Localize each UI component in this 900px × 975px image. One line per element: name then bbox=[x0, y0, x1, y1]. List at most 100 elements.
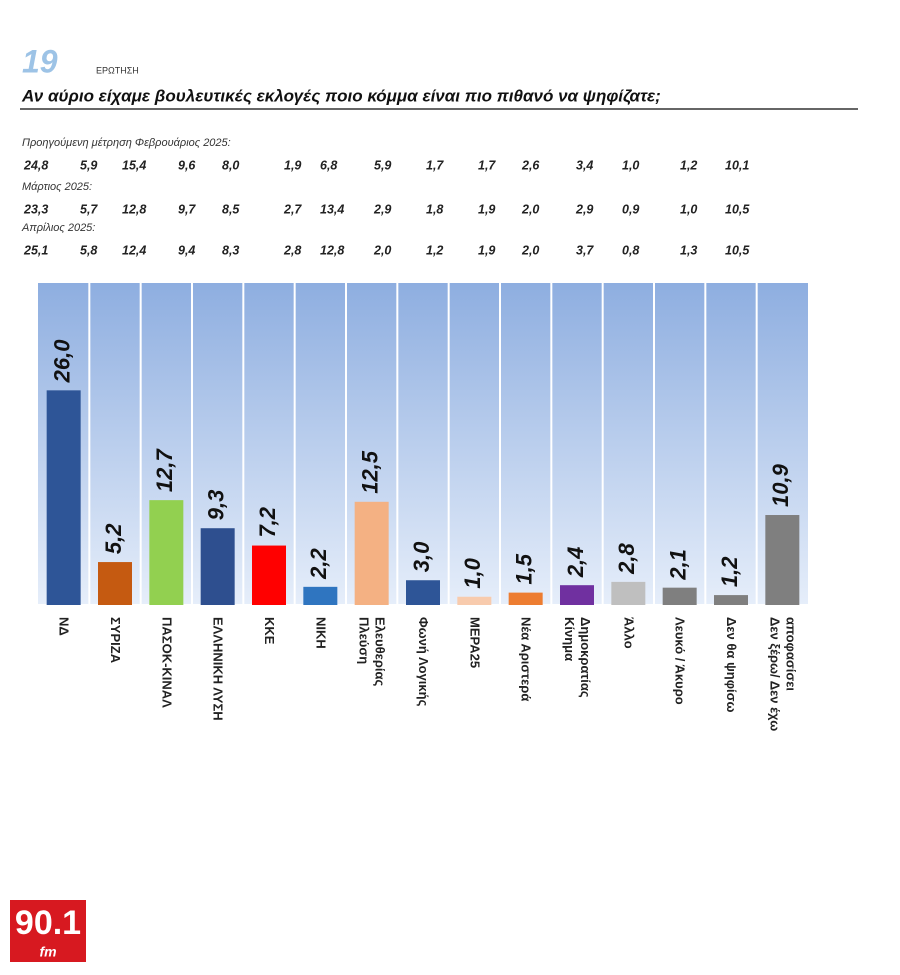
x-tick-label: ΚΚΕ bbox=[262, 617, 277, 645]
bar bbox=[252, 545, 286, 605]
measurement-label: Απρίλιος 2025: bbox=[21, 222, 95, 234]
measurement-value: 9,4 bbox=[178, 243, 195, 257]
value-label: 7,2 bbox=[255, 506, 280, 537]
measurement-value: 1,7 bbox=[426, 158, 444, 172]
measurement-value: 1,0 bbox=[680, 202, 697, 216]
measurement-value: 2,0 bbox=[373, 243, 391, 257]
bar bbox=[765, 515, 800, 605]
bar bbox=[354, 501, 389, 605]
measurement-value: 1,9 bbox=[284, 158, 301, 172]
x-tick-label: Πλεύση Ελευθερίας bbox=[356, 617, 388, 687]
measurement-value: 2,0 bbox=[521, 243, 539, 257]
x-tick-label: ΝΙΚΗ bbox=[313, 617, 329, 649]
value-label: 5,2 bbox=[101, 523, 126, 554]
measurement-value: 5,9 bbox=[80, 158, 97, 172]
measurement-value: 9,6 bbox=[178, 158, 196, 172]
x-tick-label: ΝΔ bbox=[56, 617, 72, 636]
bar bbox=[98, 562, 132, 605]
measurement-label: Μάρτιος 2025: bbox=[22, 181, 92, 193]
bar bbox=[714, 595, 748, 605]
value-label: 12,7 bbox=[152, 448, 177, 493]
x-tick-label: ΜΕΡΑ25 bbox=[467, 617, 483, 669]
measurement-value: 6,8 bbox=[320, 158, 337, 172]
bar bbox=[560, 585, 594, 605]
measurement-value: 1,2 bbox=[426, 243, 443, 257]
value-label: 2,4 bbox=[563, 547, 588, 579]
bar bbox=[662, 587, 697, 605]
measurement-value: 10,5 bbox=[725, 202, 750, 216]
value-label: 10,9 bbox=[768, 463, 793, 507]
measurement-value: 2,9 bbox=[373, 202, 391, 216]
x-tick-label: Δεν θα ψηφίσω bbox=[724, 617, 739, 713]
measurement-value: 1,9 bbox=[478, 243, 495, 257]
measurement-value: 10,1 bbox=[725, 158, 749, 172]
measurement-value: 12,8 bbox=[122, 202, 146, 216]
measurement-value: 1,0 bbox=[622, 158, 639, 172]
measurement-label: Προηγούμενη μέτρηση Φεβρουάριος 2025: bbox=[22, 137, 231, 149]
measurement-value: 25,1 bbox=[23, 243, 48, 257]
bar bbox=[303, 586, 338, 605]
bar bbox=[46, 390, 81, 605]
measurement-value: 8,0 bbox=[222, 158, 239, 172]
measurement-value: 5,7 bbox=[80, 202, 98, 216]
measurement-value: 3,7 bbox=[576, 243, 594, 257]
measurement-value: 24,8 bbox=[23, 158, 48, 172]
measurement-value: 2,7 bbox=[283, 202, 302, 216]
value-label: 1,5 bbox=[511, 553, 536, 584]
value-label: 2,1 bbox=[665, 549, 690, 581]
logo-box bbox=[10, 900, 86, 962]
measurement-value: 10,5 bbox=[725, 243, 750, 257]
measurement-value: 12,8 bbox=[320, 243, 344, 257]
measurement-value: 15,4 bbox=[122, 158, 146, 172]
x-tick-label: ΠΑΣΟΚ-ΚΙΝΑΛ bbox=[159, 617, 175, 708]
logo-text: 90.1 bbox=[15, 904, 81, 942]
measurement-value: 1,3 bbox=[680, 243, 697, 257]
x-tick-label: Άλλο bbox=[621, 617, 637, 649]
x-tick-label: Κίνημα Δημοκρατίας bbox=[562, 617, 593, 698]
measurement-value: 5,9 bbox=[374, 158, 391, 172]
measurement-value: 9,7 bbox=[178, 202, 196, 216]
bar bbox=[149, 500, 184, 605]
logo-sub: fm bbox=[39, 944, 56, 960]
measurement-value: 1,2 bbox=[680, 158, 697, 172]
bar bbox=[406, 580, 440, 605]
chart-title: Αν αύριο είχαμε βουλευτικές εκλογές ποιο… bbox=[21, 86, 661, 105]
measurement-value: 2,9 bbox=[575, 202, 593, 216]
bar bbox=[200, 528, 235, 605]
measurement-value: 2,8 bbox=[283, 243, 301, 257]
bar bbox=[508, 592, 543, 605]
x-tick-label: ΕΛΛΗΝΙΚΗ ΛΥΣΗ bbox=[210, 617, 226, 721]
measurement-value: 8,3 bbox=[222, 243, 239, 257]
measurement-value: 1,8 bbox=[426, 202, 443, 216]
measurement-value: 8,5 bbox=[222, 202, 240, 216]
measurement-value: 0,8 bbox=[622, 243, 639, 257]
x-tick-label: Νέα Αριστερά bbox=[518, 617, 534, 702]
value-label: 2,2 bbox=[306, 547, 331, 579]
measurement-value: 3,4 bbox=[576, 158, 593, 172]
bar bbox=[611, 581, 646, 605]
measurement-value: 1,7 bbox=[478, 158, 496, 172]
measurement-value: 12,4 bbox=[122, 243, 146, 257]
question-number: 19 bbox=[22, 43, 58, 79]
measurement-value: 2,6 bbox=[521, 158, 540, 172]
measurement-value: 0,9 bbox=[622, 202, 639, 216]
value-label: 1,2 bbox=[717, 556, 742, 587]
bar bbox=[457, 596, 492, 605]
value-label: 9,3 bbox=[203, 490, 228, 521]
value-label: 2,8 bbox=[614, 543, 639, 575]
value-label: 3,0 bbox=[409, 541, 434, 572]
x-tick-label: Λευκό / Άκυρο bbox=[672, 617, 688, 705]
x-tick-label: Φωνή Λογικής bbox=[416, 617, 431, 707]
value-label: 26,0 bbox=[49, 339, 74, 384]
measurement-value: 1,9 bbox=[478, 202, 495, 216]
measurement-value: 5,8 bbox=[80, 243, 97, 257]
value-label: 12,5 bbox=[357, 450, 382, 494]
x-tick-label: Δεν ξέρω/ Δεν έχω αποφασίσει bbox=[767, 617, 799, 732]
x-tick-label: ΣΥΡΙΖΑ bbox=[108, 617, 123, 664]
value-label: 1,0 bbox=[460, 557, 485, 588]
measurement-value: 23,3 bbox=[23, 202, 48, 216]
question-label: ΕΡΩΤΗΣΗ bbox=[96, 65, 139, 75]
measurement-value: 13,4 bbox=[320, 202, 344, 216]
